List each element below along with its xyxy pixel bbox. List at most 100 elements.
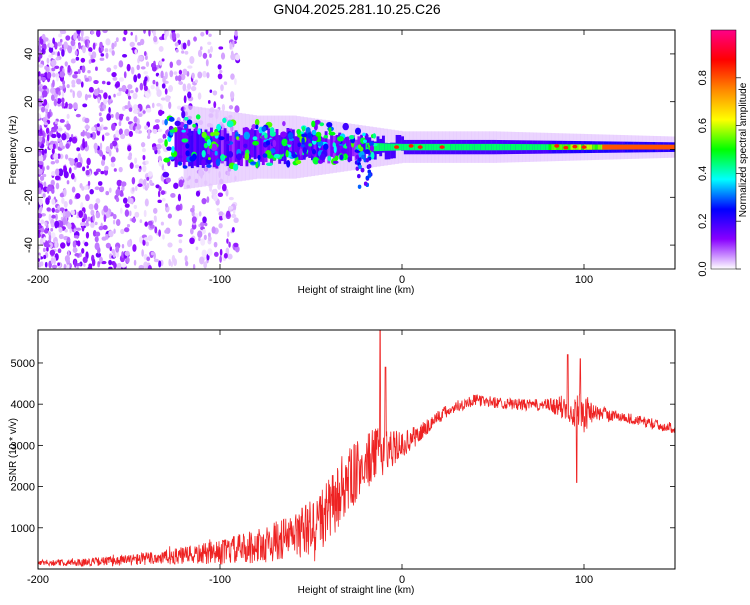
band-clump [171, 145, 175, 153]
noise-blob [44, 221, 47, 227]
noise-blob [156, 143, 162, 150]
band-clump [323, 143, 329, 150]
noise-blob [90, 30, 95, 35]
band-column [401, 136, 405, 151]
noise-blob [217, 183, 222, 190]
noise-blob [157, 190, 161, 198]
x-tick-label: 100 [575, 574, 593, 586]
noise-blob [146, 182, 150, 189]
noise-blob [160, 97, 166, 101]
noise-blob [84, 36, 90, 40]
noise-blob [97, 96, 101, 104]
noise-blob [143, 71, 148, 75]
noise-blob [149, 179, 153, 185]
band-clump [319, 122, 325, 127]
noise-blob [135, 129, 140, 134]
band-core [482, 143, 486, 151]
noise-blob [118, 60, 124, 68]
band-core [469, 143, 473, 151]
noise-blob [38, 102, 43, 106]
noise-blob [106, 67, 112, 73]
noise-blob [94, 221, 98, 226]
noise-blob [122, 36, 126, 42]
noise-blob [231, 226, 235, 233]
band-clump [355, 154, 360, 160]
band-clump [262, 153, 268, 158]
noise-blob [95, 30, 101, 38]
noise-blob [232, 40, 235, 48]
band-clump [278, 149, 285, 155]
noise-blob [54, 175, 61, 181]
colorbar-ticks: 0.0 0.2 0.4 0.6 0.8 [697, 70, 741, 277]
noise-blob [54, 159, 60, 164]
hot-band [602, 144, 675, 150]
noise-blob [121, 84, 127, 93]
noise-blob [108, 106, 111, 113]
band-column [220, 130, 224, 164]
noise-blob [129, 210, 132, 217]
noise-blob [81, 248, 85, 254]
noise-blob [88, 86, 94, 93]
noise-blob [67, 249, 70, 257]
noise-blob [100, 159, 105, 166]
noise-blob [110, 156, 116, 163]
band-core [521, 144, 525, 151]
noise-blob [218, 223, 223, 229]
noise-blob [181, 50, 185, 54]
noise-blob [150, 63, 156, 68]
band-core [480, 143, 484, 151]
noise-blob [135, 87, 139, 93]
noise-blob [119, 190, 124, 197]
band-column [174, 128, 178, 168]
band-clump [178, 155, 183, 159]
band-core [488, 143, 492, 151]
band-clump [282, 121, 286, 127]
noise-blob [233, 217, 239, 224]
band-core [496, 143, 500, 151]
noise-blob [133, 116, 138, 123]
noise-blob [136, 64, 140, 71]
noise-blob [66, 236, 71, 244]
noise-blob [124, 250, 130, 257]
band-clump [201, 158, 206, 167]
noise-blob [83, 263, 86, 267]
snr-plot-area [38, 330, 675, 567]
y-tick-label: -20 [23, 189, 35, 205]
noise-blob [113, 228, 116, 234]
noise-blob [87, 180, 91, 186]
noise-blob [58, 168, 64, 177]
noise-blob [170, 261, 174, 267]
band-clump [269, 127, 275, 134]
noise-blob [160, 70, 164, 79]
noise-blob [145, 107, 152, 113]
band-core [452, 143, 456, 151]
noise-blob [56, 132, 62, 139]
band-clump [339, 154, 344, 161]
noise-blob [132, 125, 136, 131]
noise-blob [58, 141, 64, 148]
noise-blob [223, 252, 228, 259]
band-column [362, 140, 366, 160]
noise-blob [63, 41, 68, 50]
noise-blob [63, 200, 68, 208]
band-column [305, 129, 309, 157]
noise-blob [81, 185, 85, 191]
noise-blob [47, 231, 52, 236]
noise-blob [111, 140, 118, 147]
band-column [387, 143, 391, 160]
noise-blob [39, 184, 43, 189]
noise-blob [100, 53, 105, 57]
noise-blob [142, 110, 146, 114]
band-clump [367, 164, 372, 169]
band-column [242, 127, 246, 159]
band-core [523, 144, 527, 151]
noise-blob [92, 214, 95, 222]
noise-blob [170, 193, 176, 198]
noise-blob [38, 141, 42, 147]
noise-blob [80, 81, 84, 88]
noise-blob [177, 247, 183, 254]
band-clump [365, 157, 370, 163]
colorbar-tick-label: 0.8 [697, 70, 709, 85]
band-clump [311, 120, 316, 128]
noise-blob [108, 230, 114, 238]
